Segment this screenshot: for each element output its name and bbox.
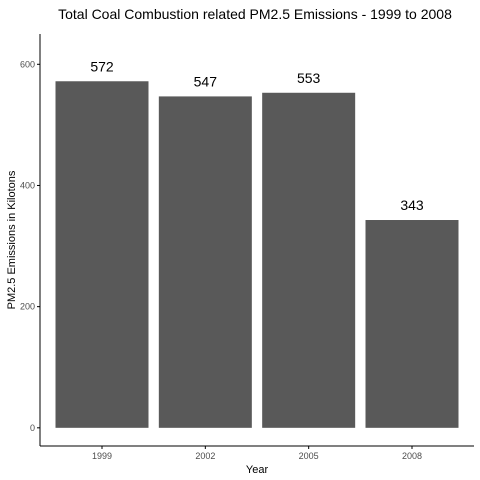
x-tick-label-1999: 1999 (92, 451, 112, 461)
y-tick-label-0: 0 (30, 423, 35, 433)
x-ticks-layer: 1999 2002 2005 2008 (92, 446, 422, 461)
data-label-2005: 553 (297, 70, 321, 86)
bar-2005 (262, 92, 356, 428)
chart-title: Total Coal Combustion related PM2.5 Emis… (58, 6, 452, 22)
y-tick-label-600: 600 (20, 59, 35, 69)
y-tick-label-400: 400 (20, 180, 35, 190)
bar-1999 (55, 81, 149, 428)
x-tick-label-2002: 2002 (195, 451, 215, 461)
y-ticks-layer: 0 200 400 600 (20, 59, 40, 433)
y-axis-title: PM2.5 Emissions in Kilotons (6, 170, 18, 309)
data-label-2002: 547 (194, 73, 218, 89)
x-axis-title: Year (246, 464, 269, 476)
y-tick-label-200: 200 (20, 302, 35, 312)
x-tick-label-2005: 2005 (299, 451, 319, 461)
bar-2002 (158, 96, 252, 428)
x-tick-label-2008: 2008 (402, 451, 422, 461)
data-label-2008: 343 (400, 197, 424, 213)
data-labels-layer: 572 547 553 343 (90, 58, 424, 213)
bars-layer (55, 81, 459, 428)
data-label-1999: 572 (90, 58, 114, 74)
bar-2008 (365, 220, 459, 428)
